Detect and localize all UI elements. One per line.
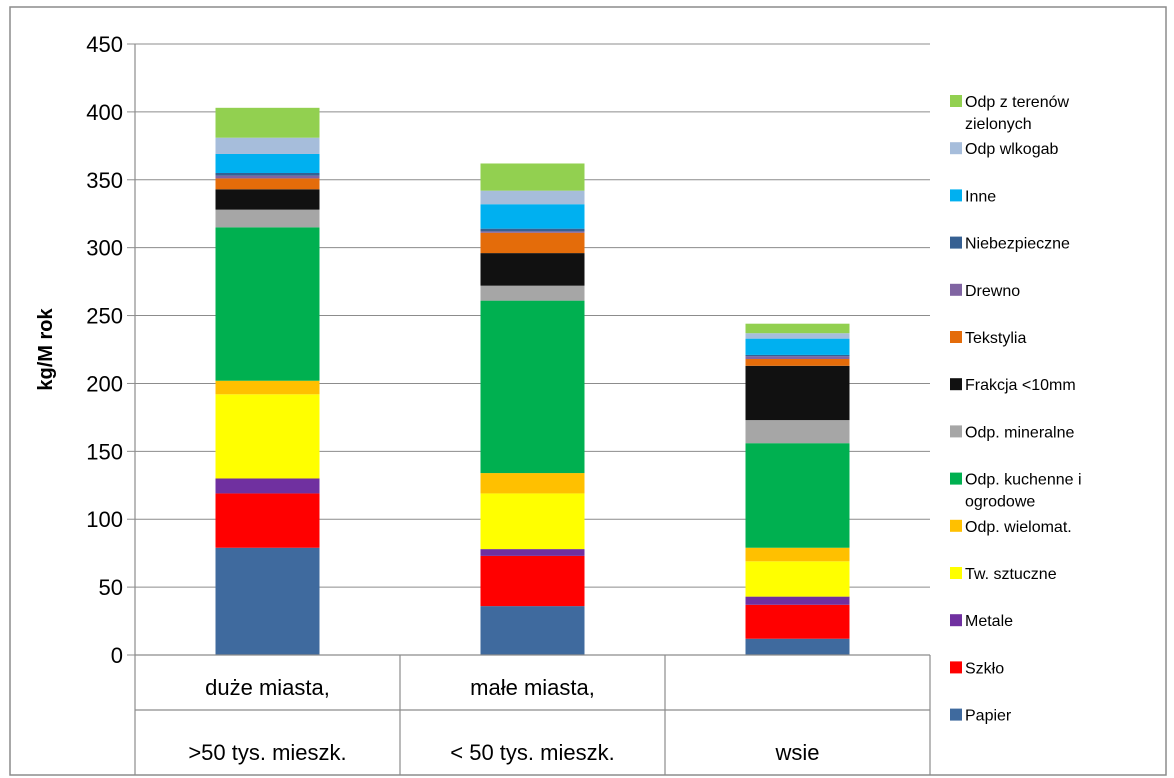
bar-segment [480,300,585,474]
bar-segment [745,443,850,548]
bar-segment [215,178,320,190]
bar-segment [480,285,585,301]
x-category-label: duże miasta, [205,675,330,700]
legend-swatch [950,708,962,721]
bar-segment [215,189,320,210]
legend-label: Odp. kuchenne i ogrodowe [965,472,1082,511]
bar-segment [215,137,320,154]
legend-swatch [950,425,962,438]
legend-swatch [950,236,962,249]
y-tick-label: 400 [86,100,123,125]
legend-label: Inne [965,188,996,205]
y-tick-labels: 0 50 100 150 200 250 300 350 400 450 [86,32,123,668]
bar-segment [745,365,850,421]
bar-segment [745,323,850,334]
bar-segment [745,420,850,444]
bar-segment [745,354,850,357]
bar-segment [215,153,320,173]
legend-swatch [950,614,962,627]
bar-segment [480,253,585,286]
legend-swatch [950,331,962,343]
bar-segment [480,493,585,550]
bar-segment [480,228,585,232]
bar-segment [480,555,585,607]
legend-label: Szkło [965,660,1004,677]
legend-label: Odp. mineralne [965,424,1074,441]
legend-swatch [950,567,962,579]
bar-segment [745,338,850,355]
bar-segment [745,333,850,339]
bar-segment [745,596,850,605]
x-category-labels: duże miasta, >50 tys. mieszk. małe miasta,… [188,675,819,765]
legend-swatch [950,378,962,391]
legend-label: Niebezpieczne [965,236,1070,253]
bar-segment [745,638,850,655]
bar-segment [480,549,585,556]
y-tick-label: 200 [86,371,123,396]
bar-segment [215,394,320,479]
legend-label: Tw. sztuczne [965,566,1057,583]
chart-frame [9,6,1167,776]
legend-label: Tekstylia [965,330,1026,347]
legend-label: Metale [965,613,1013,630]
legend-swatch [950,142,962,155]
bar-segment [215,107,320,138]
bar-segment [745,547,850,562]
x-category-label: >50 tys. mieszk. [188,740,346,765]
bar-segment [745,359,850,366]
bar-segment [480,473,585,494]
y-axis-label: kg/M rok [35,308,57,391]
bar-segment [215,227,320,381]
bar-segment [215,493,320,548]
bar-segment [215,172,320,176]
bar-segment [215,380,320,395]
legend-label: Papier [965,708,1012,725]
legend-swatch [950,283,962,296]
bar-segment [480,606,585,655]
bar-segment [480,232,585,254]
legend-swatch [950,519,962,532]
axes [127,43,931,775]
y-tick-label: 350 [86,168,123,193]
bar-segment [480,231,585,233]
bar-segment [215,175,320,179]
x-category-label: małe miasta, [470,675,595,700]
legend-label: Odp z terenów zielonych [965,94,1070,133]
x-category-label: < 50 tys. mieszk. [450,740,614,765]
x-category-label: wsie [774,740,819,765]
legend-swatch [950,661,962,674]
y-tick-label: 450 [86,32,123,57]
legend-swatch [950,189,962,202]
bar-segment [480,204,585,229]
bar-segment [745,356,850,360]
legend: Odp z terenów zielonych Odp wlkogab Inne Nie… [950,94,1082,725]
y-tick-label: 300 [86,236,123,261]
legend-label: Drewno [965,283,1020,300]
bar-segment [480,190,585,205]
y-tick-label: 250 [86,304,123,329]
bars [215,107,850,655]
bar-segment [480,163,585,191]
legend-label: Odp wlkogab [965,141,1058,158]
y-tick-label: 50 [99,575,123,600]
bar-segment [745,604,850,639]
bar-segment [215,478,320,494]
y-tick-label: 100 [86,507,123,532]
legend-label: Odp. wielomat. [965,519,1072,536]
legend-swatch [950,472,962,485]
y-tick-label: 0 [111,643,123,668]
bar-segment [745,561,850,597]
legend-label: Frakcja <10mm [965,377,1076,394]
bar-segment [215,209,320,228]
y-tick-label: 150 [86,439,123,464]
legend-swatch [950,95,962,107]
bar-segment [215,547,320,655]
